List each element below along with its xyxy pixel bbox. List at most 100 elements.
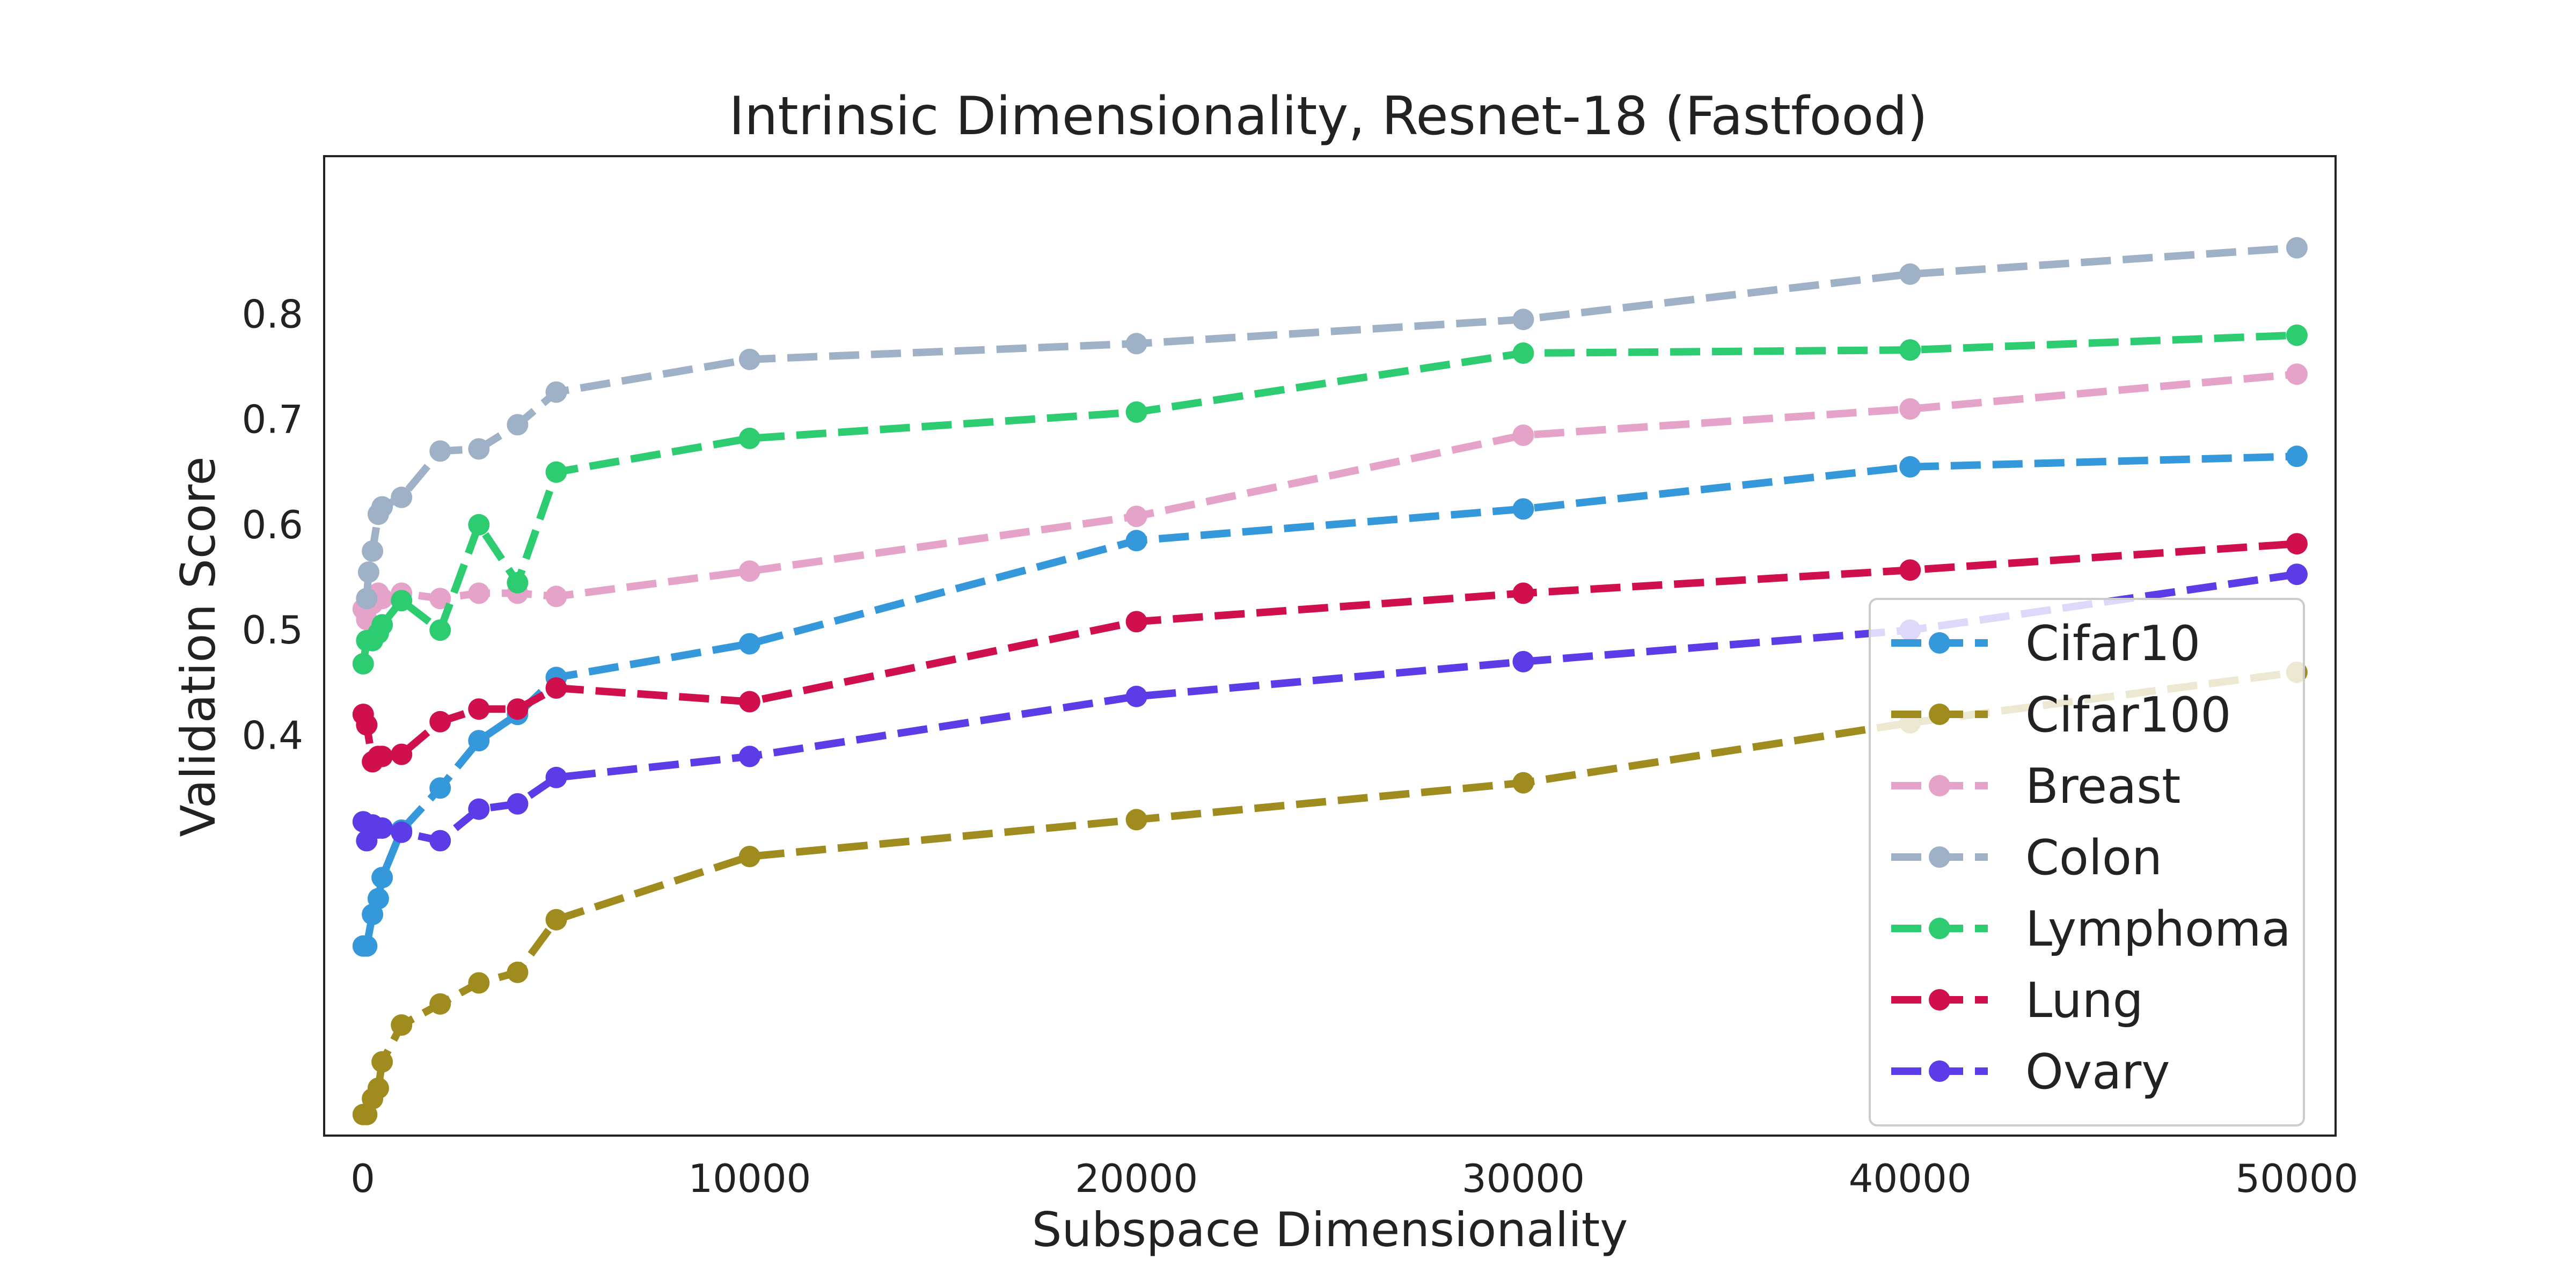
data-point bbox=[429, 993, 451, 1015]
data-point bbox=[2286, 363, 2308, 385]
data-point bbox=[429, 711, 451, 733]
data-point bbox=[429, 619, 451, 641]
x-tick-label: 10000 bbox=[688, 1156, 811, 1201]
data-point bbox=[391, 590, 413, 612]
data-point bbox=[738, 745, 760, 767]
data-point bbox=[507, 414, 529, 436]
data-point bbox=[468, 798, 490, 820]
data-point bbox=[1512, 650, 1534, 672]
data-point bbox=[1512, 309, 1534, 331]
data-point bbox=[545, 909, 567, 931]
data-point bbox=[738, 348, 760, 370]
data-point bbox=[371, 1051, 393, 1073]
series-breast bbox=[352, 363, 2308, 631]
data-point bbox=[738, 633, 760, 655]
data-point bbox=[1512, 582, 1534, 604]
plot-area bbox=[352, 237, 2308, 1125]
data-point bbox=[468, 438, 490, 460]
data-point bbox=[2286, 445, 2308, 467]
x-tick-label: 20000 bbox=[1075, 1156, 1198, 1201]
data-point bbox=[1125, 809, 1147, 831]
x-tick-label: 50000 bbox=[2235, 1156, 2358, 1201]
series-cifar100 bbox=[352, 661, 2308, 1125]
legend-label: Cifar10 bbox=[2025, 616, 2200, 672]
y-axis-label: Validation Score bbox=[171, 457, 226, 837]
data-point bbox=[738, 427, 760, 449]
legend-label: Lymphoma bbox=[2025, 901, 2291, 957]
data-point bbox=[429, 588, 451, 610]
data-point bbox=[468, 582, 490, 604]
data-point bbox=[356, 714, 378, 736]
legend-item: Ovary bbox=[1891, 1044, 2170, 1100]
legend-label: Ovary bbox=[2025, 1044, 2170, 1100]
data-point bbox=[738, 560, 760, 582]
data-point bbox=[1899, 456, 1921, 478]
legend-item: Cifar10 bbox=[1891, 616, 2200, 672]
data-point bbox=[507, 793, 529, 815]
x-tick-label: 30000 bbox=[1462, 1156, 1585, 1201]
legend-item: Lung bbox=[1891, 972, 2143, 1029]
data-point bbox=[2286, 237, 2308, 259]
data-point bbox=[1899, 398, 1921, 420]
data-point bbox=[468, 514, 490, 536]
data-point bbox=[545, 766, 567, 788]
data-point bbox=[507, 698, 529, 720]
data-point bbox=[468, 730, 490, 752]
series-lymphoma bbox=[352, 324, 2308, 675]
legend-label: Colon bbox=[2025, 830, 2162, 886]
data-point bbox=[1899, 339, 1921, 361]
data-point bbox=[2286, 533, 2308, 555]
data-point bbox=[1125, 530, 1147, 552]
chart-title: Intrinsic Dimensionality, Resnet-18 (Fas… bbox=[729, 86, 1928, 147]
data-point bbox=[367, 888, 389, 910]
y-tick-label: 0.7 bbox=[241, 397, 303, 442]
legend-label: Lung bbox=[2025, 972, 2143, 1029]
data-point bbox=[1899, 263, 1921, 285]
data-point bbox=[1125, 401, 1147, 423]
data-point bbox=[391, 821, 413, 843]
data-point bbox=[371, 817, 393, 839]
data-point bbox=[356, 935, 378, 957]
data-point bbox=[1125, 685, 1147, 707]
data-point bbox=[545, 677, 567, 699]
data-point bbox=[356, 588, 378, 610]
legend-item: Colon bbox=[1891, 830, 2162, 886]
data-point bbox=[352, 653, 374, 675]
data-point bbox=[429, 777, 451, 799]
data-point bbox=[2286, 564, 2308, 586]
data-point bbox=[1512, 342, 1534, 364]
y-tick-label: 0.5 bbox=[241, 608, 303, 653]
data-point bbox=[391, 486, 413, 508]
plot-frame bbox=[323, 155, 2337, 1137]
data-point bbox=[507, 961, 529, 983]
legend-box bbox=[1869, 598, 2305, 1126]
axes: 0 10000 20000 30000 40000 50000 0.4 0.5 0.6 0.7 0.… bbox=[241, 291, 2358, 1201]
data-point bbox=[367, 1077, 389, 1099]
data-point bbox=[429, 440, 451, 462]
x-tick-label: 40000 bbox=[1849, 1156, 1972, 1201]
legend-marker bbox=[1929, 846, 1950, 868]
data-point bbox=[371, 745, 393, 767]
data-point bbox=[545, 586, 567, 608]
legend-label: Breast bbox=[2025, 758, 2180, 815]
data-point bbox=[738, 691, 760, 713]
legend-item: Lymphoma bbox=[1891, 901, 2291, 957]
data-point bbox=[362, 540, 384, 562]
data-point bbox=[391, 1014, 413, 1036]
x-tick-label: 0 bbox=[350, 1156, 375, 1201]
data-point bbox=[738, 846, 760, 867]
data-point bbox=[1125, 333, 1147, 355]
legend-item: Breast bbox=[1891, 758, 2180, 815]
data-point bbox=[545, 461, 567, 483]
x-axis-label: Subspace Dimensionality bbox=[1032, 1202, 1628, 1257]
series-line bbox=[359, 331, 2297, 664]
data-point bbox=[468, 698, 490, 720]
legend-marker bbox=[1929, 704, 1950, 725]
legend-marker bbox=[1929, 918, 1950, 939]
data-point bbox=[371, 496, 393, 518]
data-point bbox=[391, 743, 413, 765]
data-point bbox=[429, 830, 451, 852]
data-point bbox=[1512, 498, 1534, 520]
legend-label: Cifar100 bbox=[2025, 687, 2231, 743]
